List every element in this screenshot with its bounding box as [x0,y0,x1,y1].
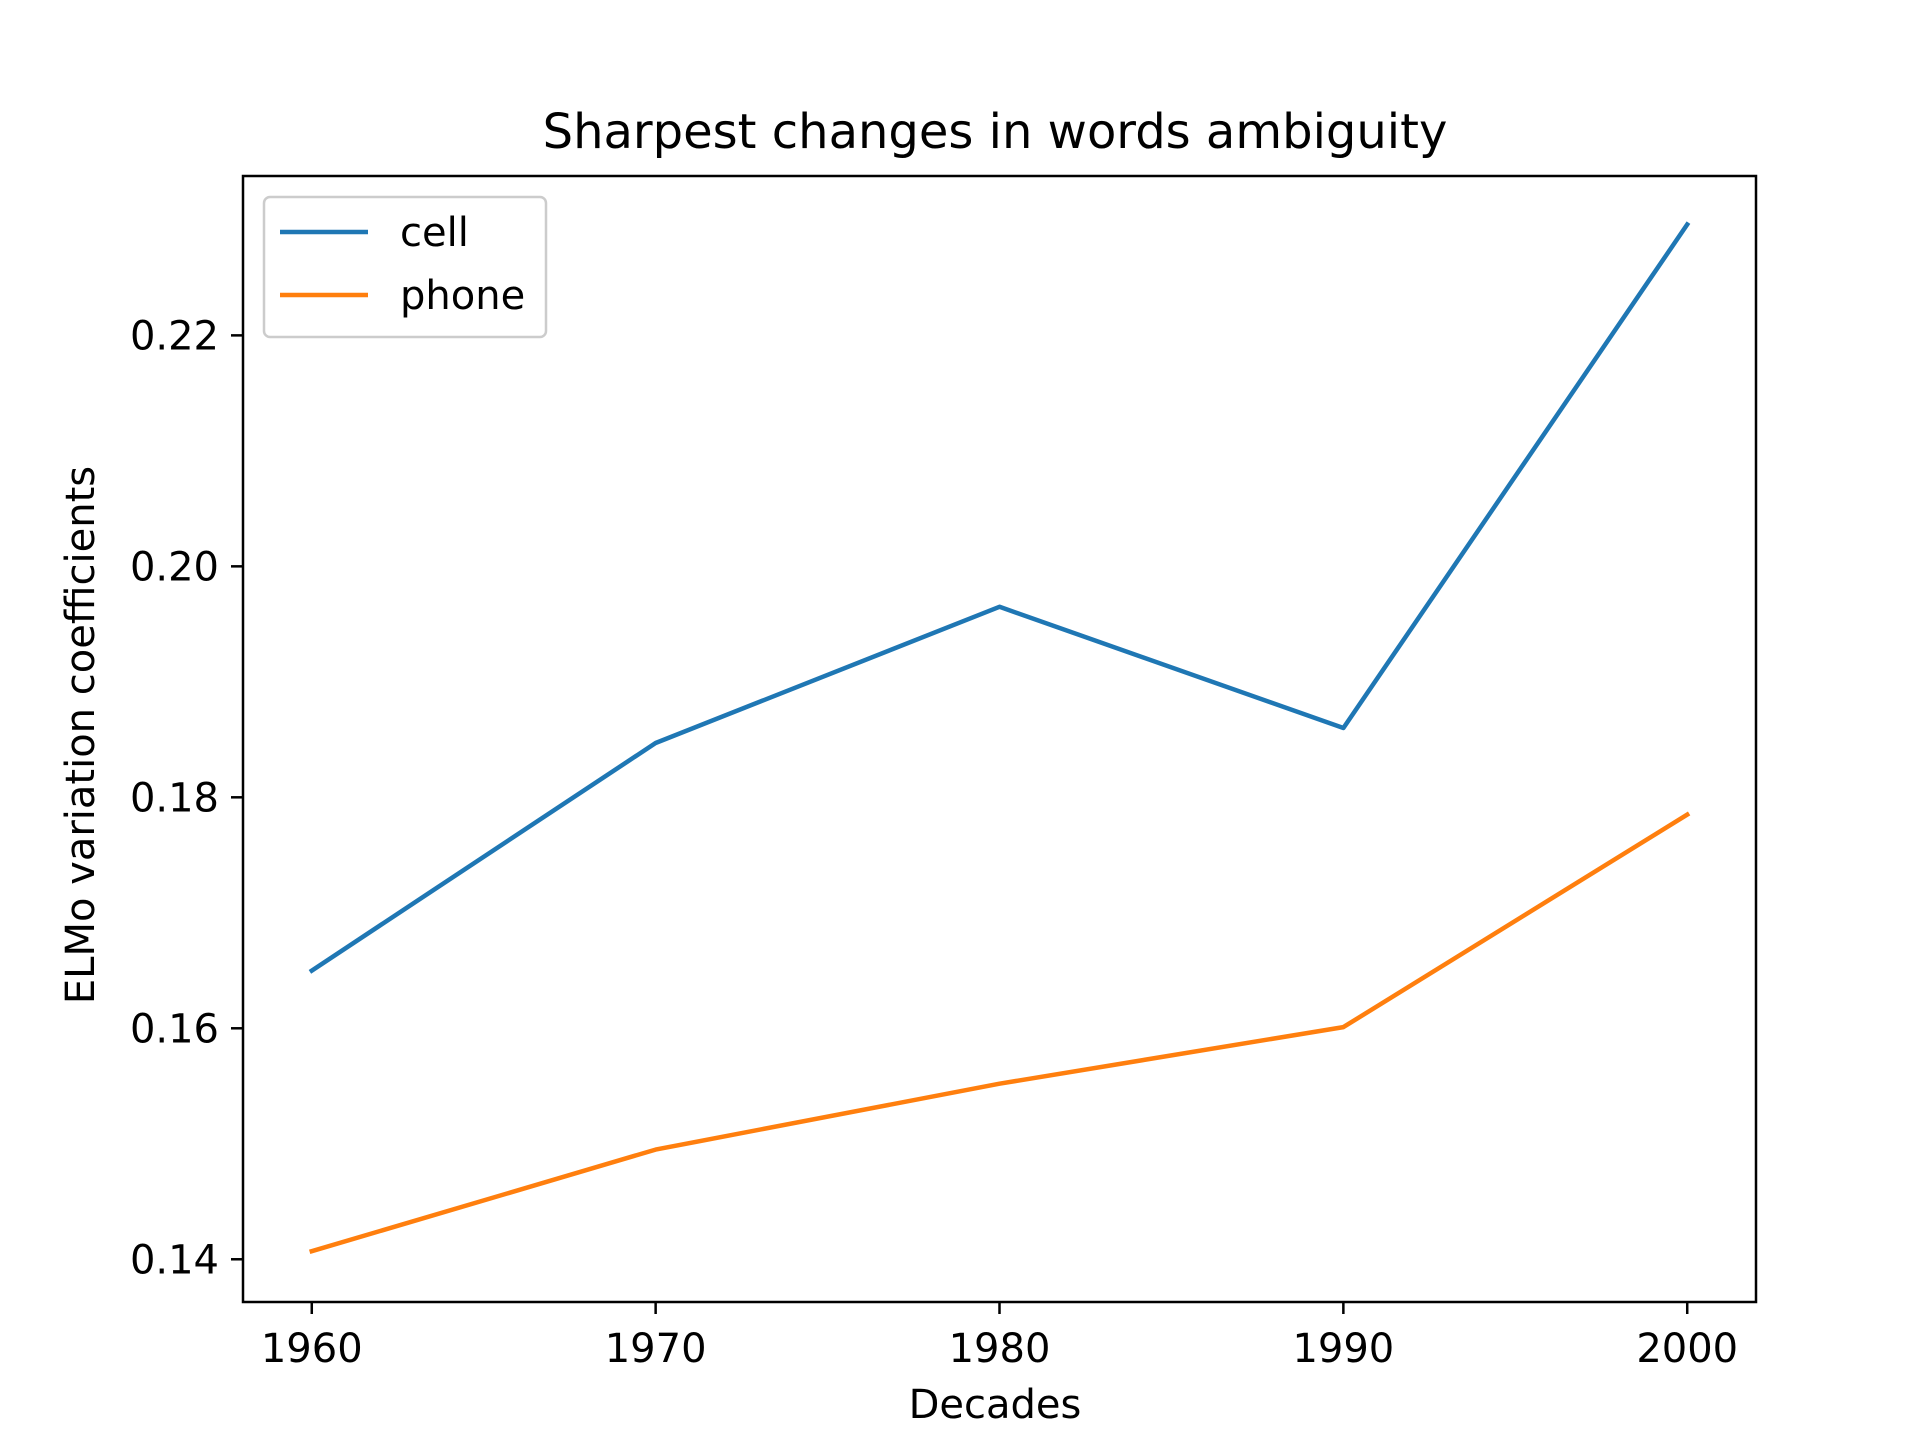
chart-title: Sharpest changes in words ambiguity [543,104,1448,160]
legend: cell phone [262,195,548,339]
series-line-phone [309,811,1691,1254]
plot-area: 1960 1970 1980 1990 2000 0.14 0.16 0.18 0.20 0.22 [130,174,1758,1372]
series-line-cell [308,221,1691,974]
legend-label-cell: cell [400,210,469,256]
x-tick-label: 1980 [949,1326,1051,1372]
x-tick-label: 1960 [261,1326,363,1372]
y-tick-label: 0.14 [130,1237,219,1283]
x-tick-label: 1970 [605,1326,707,1372]
x-axis-label: Decades [909,1382,1082,1428]
legend-label-phone: phone [400,273,525,319]
y-tick-label: 0.22 [130,313,219,359]
x-tick-label: 2000 [1636,1326,1738,1372]
y-tick-label: 0.20 [130,544,219,590]
y-tick-label: 0.16 [130,1006,219,1052]
y-axis-label: ELMo variation coefficients [58,466,104,1004]
y-tick-label: 0.18 [130,775,219,821]
x-tick-label: 1990 [1292,1326,1394,1372]
